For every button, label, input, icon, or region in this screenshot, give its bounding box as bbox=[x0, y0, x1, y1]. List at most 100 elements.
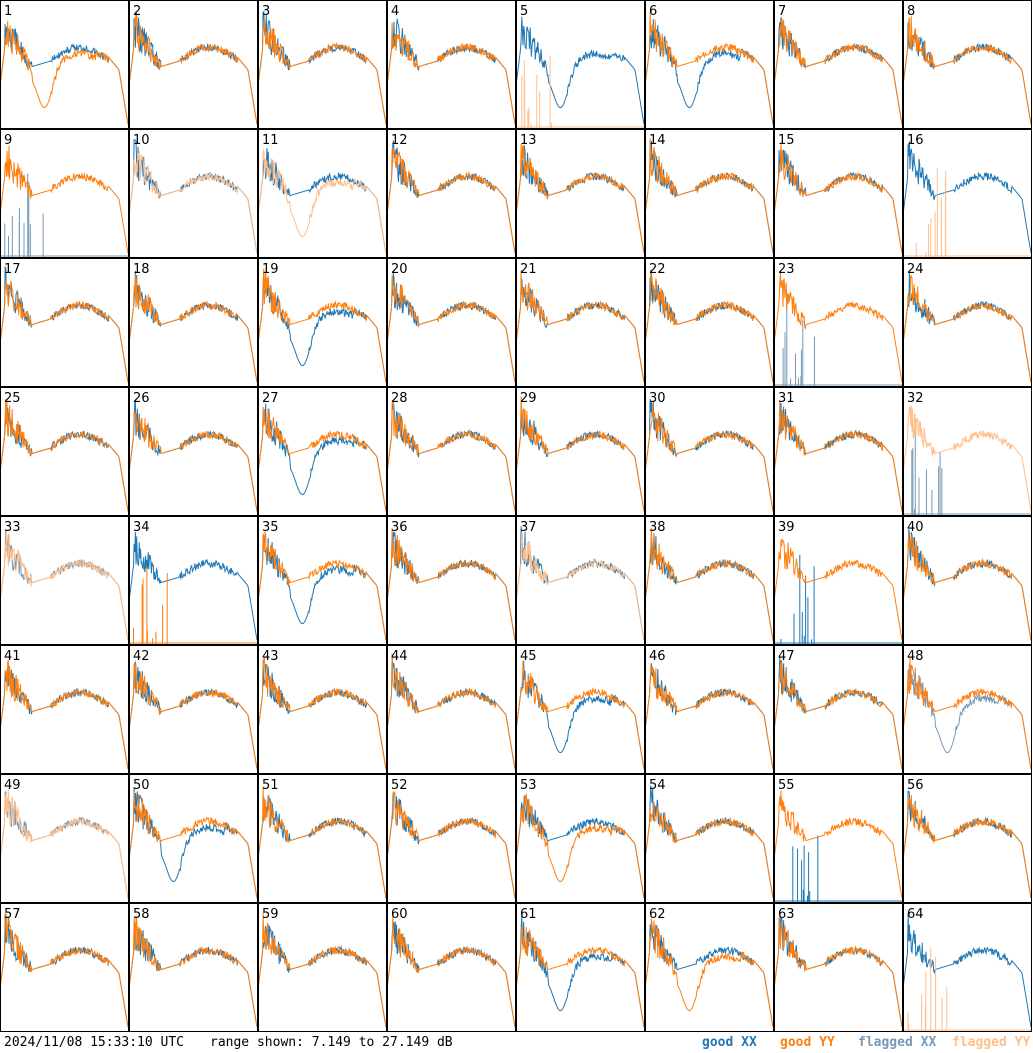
panel-61-xx-line bbox=[516, 913, 644, 1028]
panel-26-label: 26 bbox=[133, 391, 150, 406]
panel-57: 57 bbox=[0, 903, 129, 1032]
panel-63-frame bbox=[774, 903, 903, 1032]
panel-7-yy-line bbox=[774, 18, 902, 125]
panel-36-frame bbox=[387, 516, 516, 645]
panel-48-yy-line bbox=[903, 657, 1031, 770]
panel-10: 10 bbox=[129, 129, 258, 258]
legend-good-yy: good YY bbox=[780, 1033, 835, 1053]
panel-47-label: 47 bbox=[778, 649, 795, 664]
panel-58-frame bbox=[129, 903, 258, 1032]
panel-36: 36 bbox=[387, 516, 516, 645]
panel-50-yy-line bbox=[129, 791, 257, 899]
panel-47-yy-line bbox=[774, 659, 902, 770]
panel-61-yy-line bbox=[516, 924, 644, 1028]
panel-16-yy-line bbox=[903, 167, 1031, 257]
panel-1-frame bbox=[0, 0, 129, 129]
panel-46-xx-line bbox=[645, 663, 773, 770]
panel-15-label: 15 bbox=[778, 133, 795, 148]
panel-22: 22 bbox=[645, 258, 774, 387]
panel-43-yy-line bbox=[258, 656, 386, 770]
panel-6-frame bbox=[645, 0, 774, 129]
panel-14-frame bbox=[645, 129, 774, 258]
panel-5-frame bbox=[516, 0, 645, 129]
panel-13-xx-line bbox=[516, 145, 644, 254]
panel-5-yy-line bbox=[516, 55, 644, 128]
panel-64-frame bbox=[903, 903, 1032, 1032]
panel-46-label: 46 bbox=[649, 649, 666, 664]
panel-62: 62 bbox=[645, 903, 774, 1032]
panel-50: 50 bbox=[129, 774, 258, 903]
panel-44-yy-line bbox=[387, 654, 515, 770]
panel-43-frame bbox=[258, 645, 387, 774]
panel-60: 60 bbox=[387, 903, 516, 1032]
panel-12: 12 bbox=[387, 129, 516, 258]
panel-12-yy-line bbox=[387, 147, 515, 254]
panel-44: 44 bbox=[387, 645, 516, 774]
panel-15-yy-line bbox=[774, 143, 902, 254]
panel-45-xx-line bbox=[516, 660, 644, 770]
panel-11-yy-line bbox=[258, 149, 386, 254]
panel-23: 23 bbox=[774, 258, 903, 387]
panel-2-label: 2 bbox=[133, 4, 141, 19]
panel-52-label: 52 bbox=[391, 778, 408, 793]
panel-37-xx-line bbox=[516, 526, 644, 641]
panel-17-label: 17 bbox=[4, 262, 21, 277]
panel-19-yy-line bbox=[258, 268, 386, 383]
panel-37-label: 37 bbox=[520, 520, 537, 535]
panel-4-label: 4 bbox=[391, 4, 399, 19]
panel-42: 42 bbox=[129, 645, 258, 774]
panel-46-yy-line bbox=[645, 664, 773, 770]
panel-42-yy-line bbox=[129, 663, 257, 770]
legend-flagged-xx: flagged XX bbox=[858, 1033, 936, 1053]
panel-17-xx-line bbox=[0, 265, 128, 383]
panel-41-frame bbox=[0, 645, 129, 774]
panel-15: 15 bbox=[774, 129, 903, 258]
panel-22-label: 22 bbox=[649, 262, 666, 277]
panel-64-label: 64 bbox=[907, 907, 924, 922]
panel-1-xx-line bbox=[0, 24, 128, 125]
panel-20-frame bbox=[387, 258, 516, 387]
panel-28: 28 bbox=[387, 387, 516, 516]
panel-21-yy-line bbox=[516, 270, 644, 383]
legend-good-xx: good XX bbox=[702, 1033, 757, 1053]
panel-45: 45 bbox=[516, 645, 645, 774]
legend-flagged-yy: flagged YY bbox=[952, 1033, 1030, 1053]
panel-12-frame bbox=[387, 129, 516, 258]
panel-28-yy-line bbox=[387, 399, 515, 512]
panel-53-xx-line bbox=[516, 795, 644, 899]
panel-28-frame bbox=[387, 387, 516, 516]
panel-24-label: 24 bbox=[907, 262, 924, 277]
panel-32-xx-line bbox=[903, 427, 1031, 515]
panel-45-frame bbox=[516, 645, 645, 774]
panel-20: 20 bbox=[387, 258, 516, 387]
panel-35-frame bbox=[258, 516, 387, 645]
panel-27: 27 bbox=[258, 387, 387, 516]
panel-49-frame bbox=[0, 774, 129, 903]
panel-55-frame bbox=[774, 774, 903, 903]
panel-13: 13 bbox=[516, 129, 645, 258]
panel-37-frame bbox=[516, 516, 645, 645]
panel-11-label: 11 bbox=[262, 133, 279, 148]
panel-16-label: 16 bbox=[907, 133, 924, 148]
panel-59-xx-line bbox=[258, 924, 386, 1028]
panel-3-yy-line bbox=[258, 18, 386, 125]
panel-25-label: 25 bbox=[4, 391, 21, 406]
panel-51-yy-line bbox=[258, 786, 386, 899]
panel-59-frame bbox=[258, 903, 387, 1032]
panel-9-frame bbox=[0, 129, 129, 258]
panel-31-yy-line bbox=[774, 401, 902, 512]
panel-38-xx-line bbox=[645, 532, 773, 641]
panel-62-label: 62 bbox=[649, 907, 666, 922]
panel-9-label: 9 bbox=[4, 133, 12, 148]
panel-6-yy-line bbox=[645, 11, 773, 125]
legend-good-xx-pol: XX bbox=[741, 1035, 757, 1050]
legend-flagged-xx-pol: XX bbox=[920, 1035, 937, 1050]
panel-64-yy-line bbox=[903, 947, 1031, 1031]
panel-28-label: 28 bbox=[391, 391, 408, 406]
panel-3: 3 bbox=[258, 0, 387, 129]
panel-1: 1 bbox=[0, 0, 129, 129]
panel-33-xx-line bbox=[0, 529, 128, 641]
panel-34-label: 34 bbox=[133, 520, 150, 535]
panel-17-frame bbox=[0, 258, 129, 387]
